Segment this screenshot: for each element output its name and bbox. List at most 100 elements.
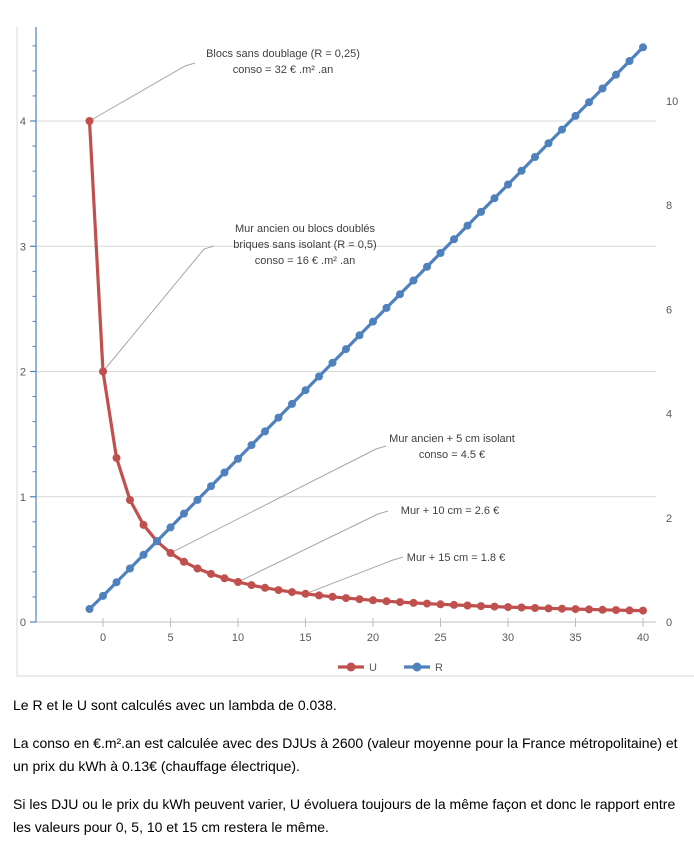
r-series-marker [585, 98, 593, 107]
r-series-marker [369, 317, 377, 326]
u-series-marker [504, 603, 512, 612]
u-series-marker [220, 574, 229, 583]
r-series-marker [85, 605, 94, 613]
chart-container: 0 5 10 15 20 25 30 35 40 0 1 2 3 4 0 2 4 6 8 10 Blocs sans d… [16, 27, 694, 677]
right-axis-tick-label: 6 [666, 304, 672, 316]
r-series-marker [477, 207, 485, 216]
annotation-leader [305, 556, 404, 595]
r-series-marker [193, 495, 202, 504]
u-series-marker [261, 583, 269, 592]
u-series-marker [139, 520, 148, 529]
legend-label-u: U [369, 662, 377, 674]
r-series-marker [544, 139, 553, 148]
u-series-marker [612, 606, 620, 615]
u-series-marker [234, 578, 242, 586]
u-series-marker [490, 602, 499, 611]
u-series-line [87, 119, 645, 613]
note-conso: La conso en €.m².an est calculée avec de… [13, 735, 678, 774]
r-series-marker [436, 249, 445, 257]
r-series-marker [598, 84, 607, 93]
u-series-marker [477, 602, 485, 611]
r-series-marker [126, 564, 134, 573]
r-series-marker [247, 441, 256, 450]
annotation-leader [237, 510, 389, 583]
r-series-marker [558, 125, 566, 134]
r-series-marker [288, 399, 296, 408]
u-series-marker [328, 592, 337, 601]
x-axis-tick-label: 10 [232, 632, 244, 644]
r-series-marker [261, 427, 269, 436]
r-series-marker [99, 591, 107, 600]
note-lambda: Le R et le U sont calculés avec un lambd… [13, 697, 337, 713]
note-dju: Si les DJU ou le prix du kWh peuvent var… [13, 796, 676, 835]
u-series-marker [315, 591, 323, 600]
r-series-marker [450, 235, 458, 244]
u-series-marker [450, 600, 458, 609]
u-series-marker [193, 564, 202, 573]
legend-label-r: R [435, 662, 443, 674]
u-series-marker [409, 598, 418, 607]
r-series-marker [517, 166, 526, 175]
left-axis-tick-label: 2 [20, 367, 26, 379]
u-series-marker [301, 589, 310, 598]
r-series-marker [355, 331, 364, 340]
r-series-marker [112, 578, 121, 587]
right-axis-tick-label: 0 [666, 617, 672, 629]
u-series-marker [639, 606, 647, 615]
u-series-marker [166, 549, 175, 557]
r-series-marker [409, 276, 418, 285]
u-series-marker [369, 596, 377, 605]
r-series-marker [180, 509, 188, 518]
x-axis-tick-label: 35 [569, 632, 581, 644]
r-series-marker [220, 468, 229, 477]
u-series-marker [112, 453, 121, 462]
u-series-marker [355, 595, 364, 604]
r-series-marker [328, 358, 337, 367]
r-series-marker [639, 43, 647, 52]
u-series-marker [288, 588, 296, 597]
u-series-marker [180, 557, 188, 566]
annotation-leader [102, 245, 215, 372]
u-series-marker [342, 594, 350, 603]
r-series-marker [166, 523, 175, 532]
r-series-marker [274, 413, 283, 422]
u-series-marker [274, 586, 283, 595]
u-series-marker [396, 598, 404, 607]
r-series-marker [625, 57, 634, 65]
x-axis-tick-label: 40 [637, 632, 649, 644]
annotation-text: Blocs sans doublage (R = 0,25) conso = 32… [206, 48, 360, 76]
annotation-text: Mur + 10 cm = 2.6 € [401, 505, 499, 517]
x-axis-tick-label: 20 [367, 632, 379, 644]
x-axis-tick-label: 0 [100, 632, 106, 644]
legend-marker-r [412, 662, 422, 672]
r-series-marker [504, 180, 512, 189]
u-series-marker [558, 604, 566, 613]
right-axis-tick-label: 8 [666, 200, 672, 212]
right-axis-tick-label: 2 [666, 513, 672, 525]
left-axis-tick-label: 3 [20, 241, 26, 253]
r-series-marker [382, 303, 391, 312]
u-series-marker [463, 601, 472, 610]
r-series-marker [396, 290, 404, 299]
r-series-marker [315, 372, 323, 381]
u-series-marker [625, 606, 634, 615]
right-axis-tick-label: 4 [666, 409, 672, 421]
annotation-text: Mur ancien + 5 cm isolant conso = 4.5 € [389, 433, 515, 461]
u-series-marker [85, 117, 94, 125]
r-series-marker [531, 153, 539, 161]
annotation-text: Mur + 15 cm = 1.8 € [407, 552, 505, 564]
r-series-marker [207, 482, 215, 491]
u-series-marker [585, 605, 593, 614]
u-series-marker [207, 569, 215, 578]
left-axis-tick-label: 1 [20, 492, 26, 504]
u-series-marker [544, 604, 553, 613]
r-series-marker [301, 386, 310, 395]
left-axis-tick-label: 4 [20, 116, 26, 128]
r-series-marker [139, 550, 148, 559]
u-series-marker [126, 496, 134, 504]
x-axis-tick-label: 30 [502, 632, 514, 644]
left-axis-tick-label: 0 [20, 617, 26, 629]
u-series-marker [531, 604, 539, 612]
notes-block: Le R et le U sont calculés avec un lambd… [13, 694, 681, 845]
